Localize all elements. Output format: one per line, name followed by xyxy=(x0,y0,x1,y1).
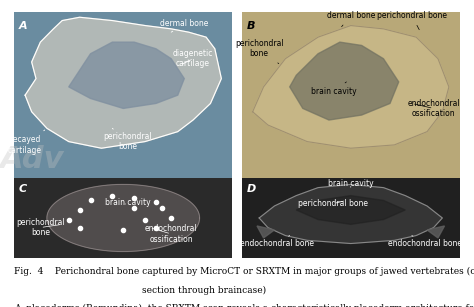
Text: section through braincase): section through braincase) xyxy=(142,286,266,295)
Polygon shape xyxy=(253,25,449,148)
Text: endochondral
ossification: endochondral ossification xyxy=(145,224,198,244)
Text: dermal bone: dermal bone xyxy=(160,19,209,32)
Text: decayed
cartilage: decayed cartilage xyxy=(8,130,45,155)
Text: perichondral bone: perichondral bone xyxy=(377,11,447,30)
Polygon shape xyxy=(296,196,405,224)
Text: endochondral bone: endochondral bone xyxy=(240,235,314,248)
FancyBboxPatch shape xyxy=(14,12,232,178)
Text: perichondral
bone: perichondral bone xyxy=(103,128,152,151)
Text: brain cavity: brain cavity xyxy=(328,179,374,188)
Polygon shape xyxy=(257,226,274,238)
Text: perichondral
bone: perichondral bone xyxy=(235,39,283,64)
Text: Adv: Adv xyxy=(0,145,64,174)
Polygon shape xyxy=(290,42,399,120)
Polygon shape xyxy=(427,226,445,238)
Text: C: C xyxy=(19,184,27,194)
Text: dermal bone: dermal bone xyxy=(327,11,375,27)
Text: diagenetic
cartilage: diagenetic cartilage xyxy=(173,49,213,68)
Text: B: B xyxy=(246,21,255,32)
Polygon shape xyxy=(259,185,442,243)
Text: Fig.  4    Perichondral bone captured by MicroCT or SRXTM in major groups of jaw: Fig. 4 Perichondral bone captured by Mic… xyxy=(14,267,474,276)
Text: A, placoderms (Romundina), the SRXTM scan reveals a characteristically placoderm: A, placoderms (Romundina), the SRXTM sca… xyxy=(14,304,474,307)
FancyBboxPatch shape xyxy=(14,178,232,258)
Polygon shape xyxy=(47,185,200,251)
Text: perichondral
bone: perichondral bone xyxy=(16,218,64,237)
Text: D: D xyxy=(246,184,256,194)
Text: endochondral bone: endochondral bone xyxy=(388,235,462,248)
Polygon shape xyxy=(69,42,184,108)
Text: brain cavity: brain cavity xyxy=(310,82,356,96)
Text: endochondral
ossification: endochondral ossification xyxy=(407,99,460,118)
Text: brain cavity: brain cavity xyxy=(105,197,150,207)
Text: A: A xyxy=(19,21,27,32)
FancyBboxPatch shape xyxy=(242,178,460,258)
Text: perichondral bone: perichondral bone xyxy=(298,199,368,208)
FancyBboxPatch shape xyxy=(242,12,460,178)
Polygon shape xyxy=(25,17,221,148)
